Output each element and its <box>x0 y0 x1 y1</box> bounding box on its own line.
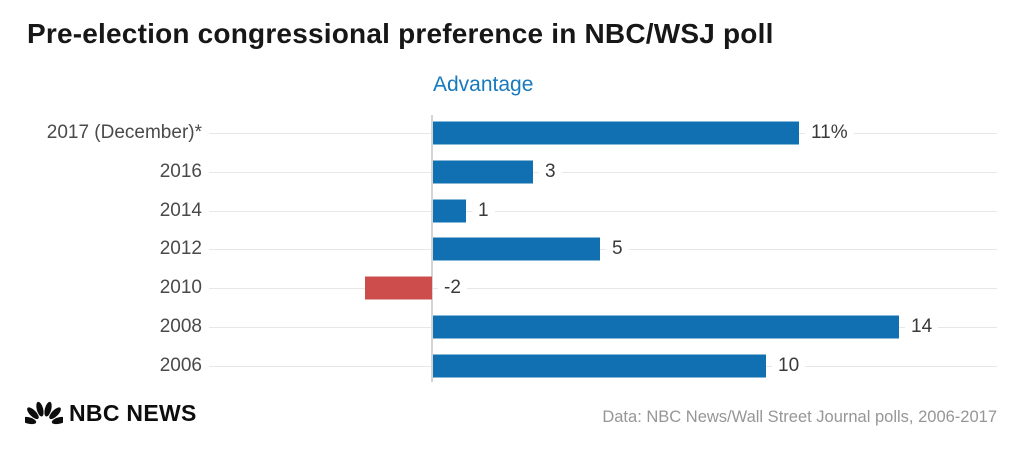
category-label: 2012 <box>0 238 202 261</box>
category-label: 2006 <box>0 354 202 377</box>
advantage-bar-positive <box>433 121 799 145</box>
value-label: 14 <box>905 315 939 340</box>
value-label: -2 <box>438 276 467 301</box>
zero-axis-line <box>431 115 433 382</box>
value-label: 10 <box>772 353 806 378</box>
value-label: 1 <box>472 198 495 223</box>
advantage-bar-negative <box>365 276 432 300</box>
nbc-news-wordmark: NBC NEWS <box>69 399 197 426</box>
advantage-bar-positive <box>433 237 600 261</box>
advantage-bar-positive <box>433 199 466 223</box>
value-label: 11% <box>805 121 854 145</box>
nbc-peacock-icon <box>25 401 63 425</box>
data-source-credit: Data: NBC News/Wall Street Journal polls… <box>602 408 997 426</box>
page-title: Pre-election congressional preference in… <box>27 18 774 49</box>
category-label: 2008 <box>0 316 202 339</box>
row-gridline <box>209 288 997 289</box>
category-label: 2017 (December)* <box>0 122 202 144</box>
category-label: 2016 <box>0 160 202 183</box>
row-gridline <box>209 249 997 250</box>
advantage-bar-positive <box>433 354 766 378</box>
nbc-news-logo: NBC NEWS <box>25 398 197 428</box>
advantage-bar-positive <box>433 315 899 339</box>
row-gridline <box>209 211 997 212</box>
category-label: 2014 <box>0 199 202 222</box>
advantage-bar-positive <box>433 160 533 184</box>
category-label: 2010 <box>0 277 202 300</box>
value-label: 5 <box>606 237 629 262</box>
axis-label-advantage: Advantage <box>433 73 534 96</box>
value-label: 3 <box>539 159 562 184</box>
row-gridline <box>209 172 997 173</box>
